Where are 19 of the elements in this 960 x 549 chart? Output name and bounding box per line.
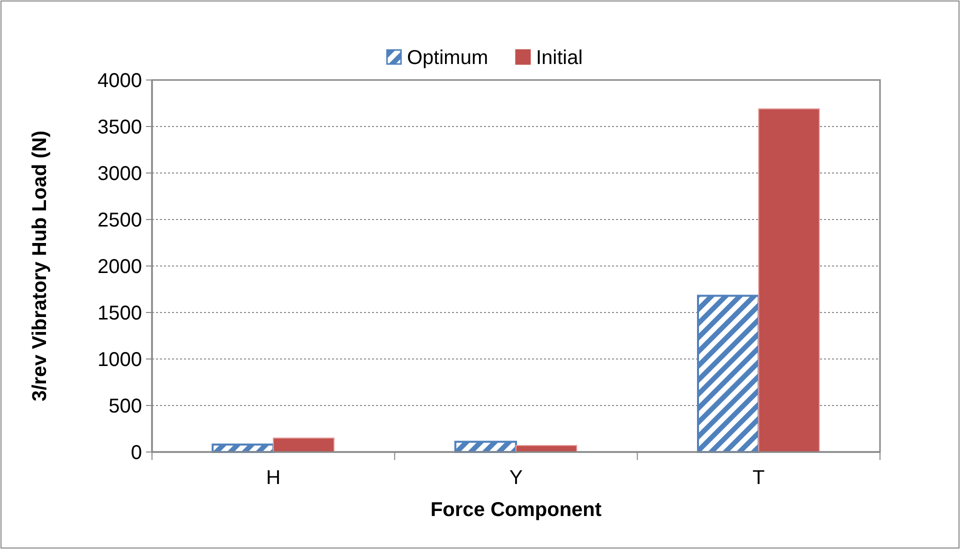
x-tick-label: H [266, 467, 281, 489]
y-tick-label: 500 [108, 396, 142, 418]
y-tick-label: 3500 [98, 116, 142, 138]
y-tick-label: 1500 [98, 302, 142, 324]
legend-label: Optimum [407, 47, 488, 69]
bar [272, 438, 334, 452]
bar [697, 294, 760, 453]
x-tick-label: T [752, 467, 765, 489]
x-axis-title: Force Component [430, 499, 602, 521]
y-tick-label: 4000 [98, 70, 142, 92]
x-tick-label: Y [509, 467, 523, 489]
y-tick-label: 2500 [98, 210, 142, 232]
y-axis-title: 3/rev Vibratory Hub Load (N) [29, 130, 51, 402]
y-tick-label: 3000 [98, 163, 142, 185]
y-tick-label: 2000 [98, 256, 142, 278]
bar [758, 108, 820, 452]
y-tick-label: 1000 [98, 349, 142, 371]
y-tick-label: 0 [130, 442, 142, 464]
legend-label: Initial [536, 47, 583, 69]
